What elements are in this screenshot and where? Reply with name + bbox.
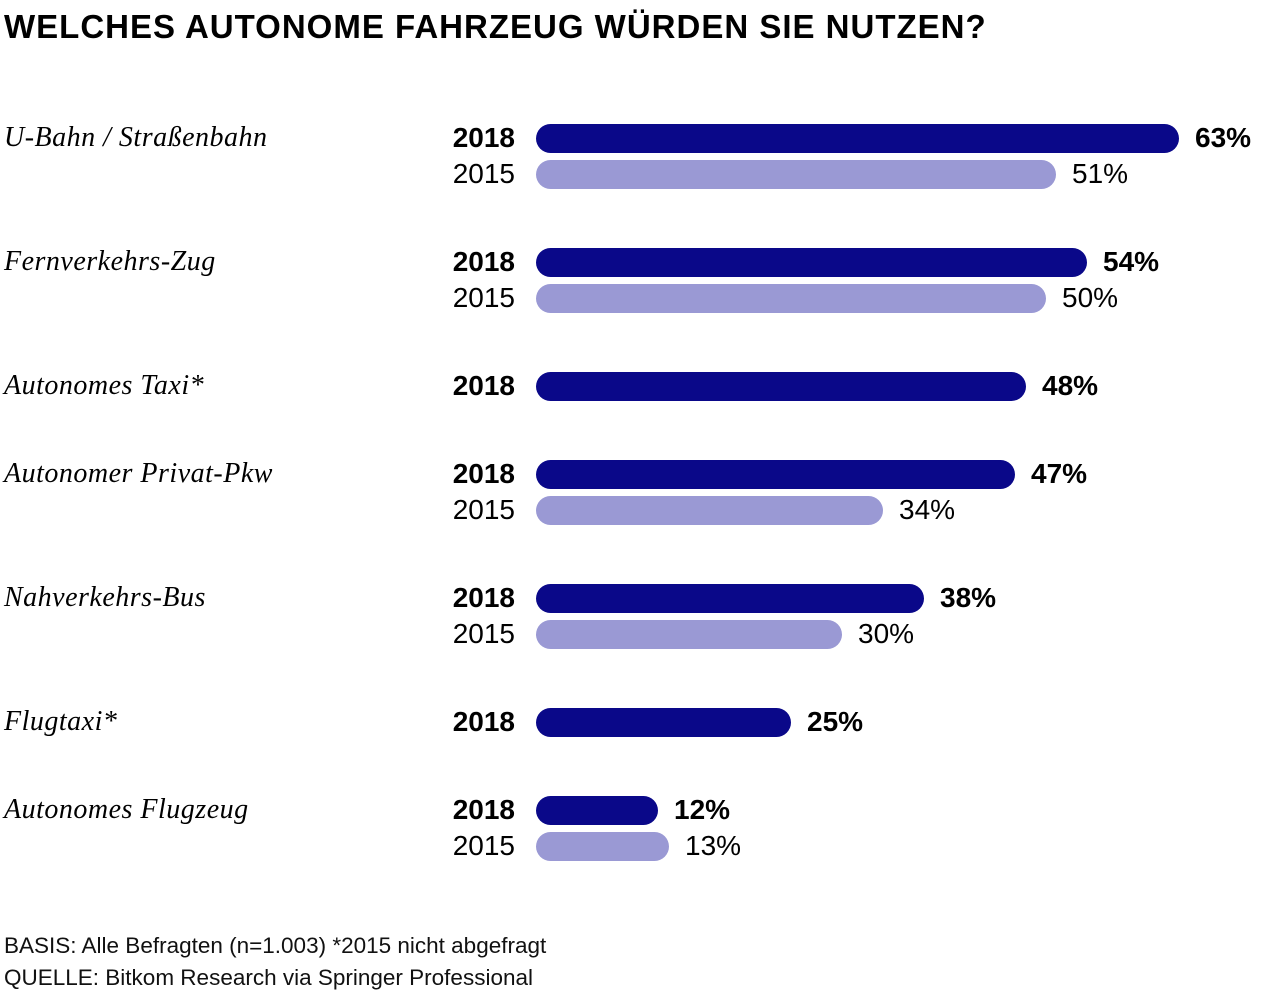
value-bar: [536, 619, 842, 649]
category-label: Autonomes Flugzeug: [4, 794, 249, 825]
value-label: 51%: [1072, 158, 1129, 189]
value-bar: [536, 795, 658, 825]
bar-group: Fernverkehrs-Zug 2018 54% 2015 50%: [4, 244, 1278, 316]
bar-row: 2015 13%: [4, 828, 1278, 864]
value-label: 30%: [858, 618, 915, 649]
value-label: 48%: [1042, 370, 1099, 401]
bar-row: 2018 25%: [4, 704, 1278, 740]
year-label: 2015: [452, 618, 515, 649]
footnote-quelle: QUELLE: Bitkom Research via Springer Pro…: [4, 965, 533, 990]
year-label: 2018: [452, 794, 515, 825]
value-label: 54%: [1103, 246, 1160, 277]
bar-group: Autonomes Taxi* 2018 48%: [4, 368, 1278, 404]
bar-row: 2018 38%: [4, 580, 1278, 616]
value-bar: [536, 159, 1056, 189]
category-label: Nahverkehrs-Bus: [4, 582, 206, 613]
category-label: Flugtaxi*: [4, 706, 118, 737]
year-label: 2018: [452, 706, 515, 737]
value-bar: [536, 831, 669, 861]
year-label: 2018: [452, 246, 515, 277]
page-title: WELCHES AUTONOME FAHRZEUG WÜRDEN SIE NUT…: [4, 8, 987, 45]
value-label: 63%: [1195, 122, 1252, 153]
value-bar: [536, 459, 1015, 489]
chart-footnotes: BASIS: Alle Befragten (n=1.003) *2015 ni…: [4, 930, 546, 994]
bar-group: Autonomer Privat-Pkw 2018 47% 2015 34%: [4, 456, 1278, 528]
year-label: 2018: [452, 582, 515, 613]
bar-group: Flugtaxi* 2018 25%: [4, 704, 1278, 740]
category-label: Autonomer Privat-Pkw: [4, 458, 273, 489]
bar-row: 2015 51%: [4, 156, 1278, 192]
value-label: 34%: [899, 494, 956, 525]
value-bar: [536, 283, 1046, 313]
bar-row: 2018 63%: [4, 120, 1278, 156]
value-label: 50%: [1062, 282, 1119, 313]
bar-row: 2018 48%: [4, 368, 1278, 404]
bar-group: U-Bahn / Straßenbahn 2018 63% 2015 51%: [4, 120, 1278, 192]
value-bar: [536, 707, 791, 737]
bar-group: Nahverkehrs-Bus 2018 38% 2015 30%: [4, 580, 1278, 652]
value-bar: [536, 371, 1026, 401]
category-label: Autonomes Taxi*: [4, 370, 205, 401]
bar-row: 2018 47%: [4, 456, 1278, 492]
bar-row: 2018 12%: [4, 792, 1278, 828]
category-label: Fernverkehrs-Zug: [4, 246, 216, 277]
value-bar: [536, 247, 1087, 277]
value-label: 47%: [1031, 458, 1088, 489]
value-bar: [536, 583, 924, 613]
year-label: 2015: [452, 494, 515, 525]
chart-groups: U-Bahn / Straßenbahn 2018 63% 2015 51% Fernve…: [4, 120, 1278, 864]
year-label: 2018: [452, 458, 515, 489]
value-bar: [536, 495, 883, 525]
bar-row: 2015 50%: [4, 280, 1278, 316]
category-label: U-Bahn / Straßenbahn: [4, 122, 268, 153]
footnote-basis: BASIS: Alle Befragten (n=1.003) *2015 ni…: [4, 933, 547, 958]
value-bar: [536, 123, 1179, 153]
year-label: 2015: [452, 830, 515, 861]
value-label: 38%: [940, 582, 997, 613]
year-label: 2018: [452, 370, 515, 401]
bar-group: Autonomes Flugzeug 2018 12% 2015 13%: [4, 792, 1278, 864]
value-label: 13%: [685, 830, 742, 861]
year-label: 2015: [452, 282, 515, 313]
year-label: 2018: [452, 122, 515, 153]
value-label: 12%: [674, 794, 731, 825]
value-label: 25%: [807, 706, 864, 737]
bar-row: 2018 54%: [4, 244, 1278, 280]
bar-row: 2015 30%: [4, 616, 1278, 652]
bar-row: 2015 34%: [4, 492, 1278, 528]
year-label: 2015: [452, 158, 515, 189]
